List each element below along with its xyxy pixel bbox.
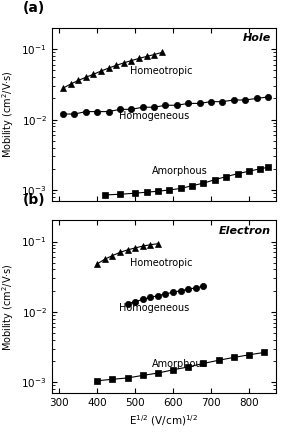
Text: Amorphous: Amorphous: [152, 166, 208, 176]
Text: Amorphous: Amorphous: [152, 359, 208, 368]
Text: Homeotropic: Homeotropic: [130, 258, 193, 268]
Text: (b): (b): [23, 194, 46, 207]
Text: Homeotropic: Homeotropic: [130, 66, 193, 76]
Y-axis label: Mobility (cm$^2$/V·s): Mobility (cm$^2$/V·s): [0, 263, 16, 351]
X-axis label: E$^{1/2}$ (V/cm)$^{1/2}$: E$^{1/2}$ (V/cm)$^{1/2}$: [129, 413, 198, 429]
Text: Homogeneous: Homogeneous: [119, 111, 189, 121]
Y-axis label: Mobility (cm$^2$/V·s): Mobility (cm$^2$/V·s): [0, 70, 16, 159]
Text: Homogeneous: Homogeneous: [119, 303, 189, 313]
Text: (a): (a): [23, 1, 45, 15]
Text: Electron: Electron: [219, 226, 271, 235]
Text: Hole: Hole: [243, 33, 271, 43]
